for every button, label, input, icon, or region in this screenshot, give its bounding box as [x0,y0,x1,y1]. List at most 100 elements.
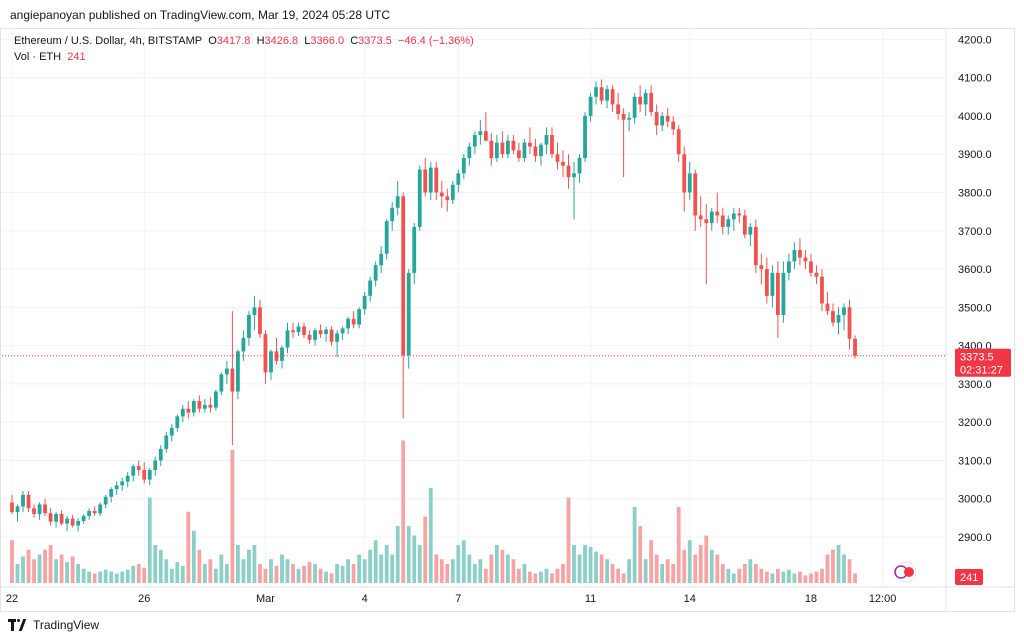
volume-bar [412,535,417,583]
volume-bar [494,545,499,583]
volume-bar [731,573,736,583]
volume-bar [269,559,273,583]
volume-bar [445,564,450,583]
candle-body [241,337,246,352]
candle-body [136,466,141,471]
candle [715,192,720,224]
price-tick-label: 3000.0 [958,494,992,506]
candle [329,326,334,346]
volume-bar [114,573,119,583]
volume-bar [809,573,813,583]
candle-body [59,514,64,524]
volume-bar [302,565,306,583]
candle [346,316,351,335]
price-tick-label: 2900.0 [958,532,992,544]
volume-bar [241,559,246,583]
publisher-line: angiepanoyan published on TradingView.co… [10,8,391,22]
candle-body [660,115,665,126]
candle [825,292,830,315]
candle [831,303,835,327]
candle [478,119,483,145]
candle [842,303,846,331]
candle-body [37,504,42,515]
candle [147,468,152,486]
candle [638,85,643,113]
volume-bar [318,568,323,583]
footer-brand[interactable]: TradingView [33,618,100,632]
volume-bar [186,511,191,583]
volume-bar [313,564,317,583]
candle-body [671,121,676,130]
candle [423,158,428,197]
volume-bar [351,564,356,583]
volume-bar [522,564,527,583]
volume-bar [236,545,240,583]
candle [208,397,213,413]
candle [202,399,207,413]
volume-bar [517,568,521,583]
candle [803,249,808,270]
candle-body [693,173,698,216]
candle-body [599,87,604,101]
chart-frame[interactable] [0,28,1015,612]
candle-body [445,196,450,201]
volume-bar [390,554,395,583]
candle-body [853,338,857,356]
candle-body [81,515,86,521]
candle [533,138,538,162]
candle-body [324,329,328,335]
volume-bar [291,564,295,583]
candle-body [70,518,75,526]
volume-bar [583,545,587,583]
candle [654,104,659,136]
volume-bar [65,562,69,583]
candle-body [236,351,240,392]
candle [76,517,81,532]
volume-bar [362,559,367,583]
candle-body [318,330,323,335]
candle-body [698,215,703,220]
volume-bar [357,554,362,583]
legend-symbol[interactable]: Ethereum / U.S. Dollar, 4h, BITSTAMP [14,35,203,47]
volume-bar [638,526,643,583]
candle [787,253,791,281]
candle-body [153,460,158,471]
candle-body [428,167,433,193]
volume-bar [847,559,852,583]
volume-bar [588,546,593,583]
volume-tag-bg [955,569,983,585]
volume-bar [109,571,114,583]
candle-body [48,513,53,522]
candle-body [550,135,554,155]
candle-body [423,169,428,193]
volume-bar [401,440,406,583]
candle [175,414,180,432]
candle-body [208,404,213,408]
candle-body [439,192,444,197]
candle-body [737,213,742,216]
candle [588,92,593,122]
candle-body [511,140,516,151]
candle-body [258,307,262,335]
volume-bar [621,573,626,583]
candle-body [213,391,218,408]
candle-body [230,368,235,392]
candle [54,512,58,528]
candle-body [291,330,295,333]
candle-body [142,470,147,480]
candle-body [76,520,81,526]
volume-bar [219,554,224,583]
candle [324,326,328,342]
volume-bar [715,554,720,583]
volume-bar [76,564,81,583]
candle [555,142,560,170]
volume-bar [836,545,841,583]
volume-bar [158,549,163,583]
candle [753,219,758,273]
legend-open: 3417.8 [216,35,251,47]
candle [467,142,472,166]
volume-bar [87,571,92,583]
volume-bar [213,568,218,583]
candle [280,345,284,369]
